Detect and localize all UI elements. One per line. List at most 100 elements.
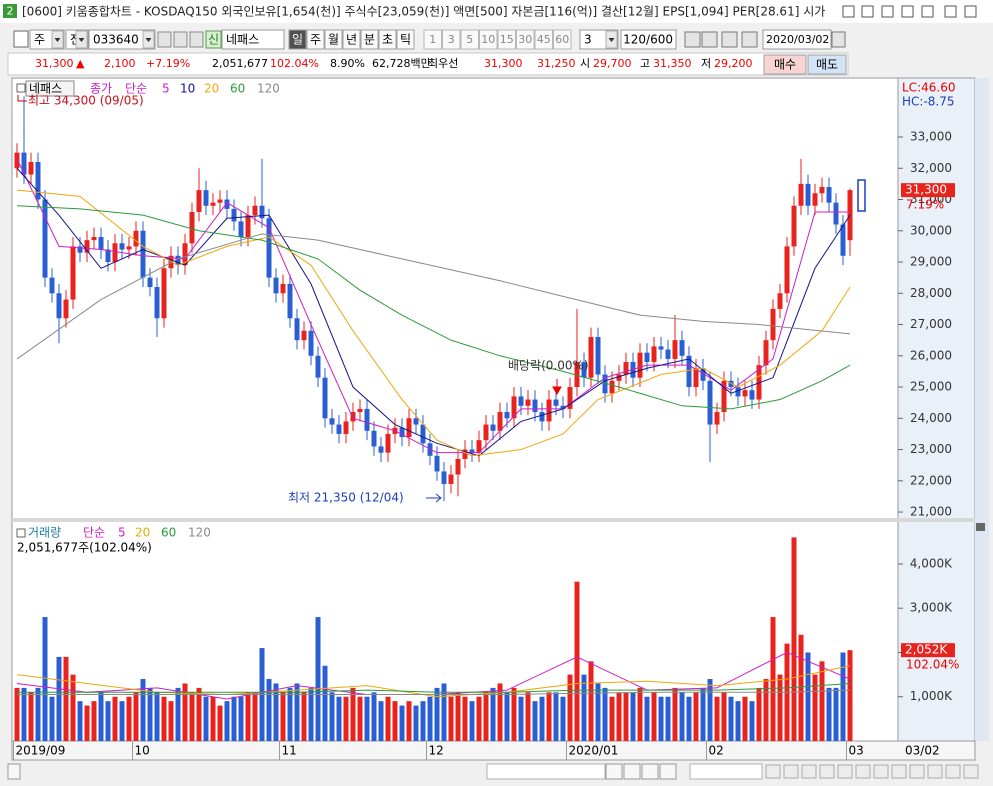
candle-body (595, 337, 601, 375)
interval-label[interactable]: 1 (429, 33, 436, 46)
quote-item: 시 (580, 57, 590, 70)
toolbar-icon[interactable] (721, 31, 738, 48)
interval-label[interactable]: 45 (537, 33, 551, 46)
period-button[interactable] (288, 29, 307, 50)
tool-button[interactable] (963, 764, 979, 779)
volume-bar (315, 617, 321, 741)
scroll-button[interactable] (659, 763, 677, 780)
tool-button[interactable] (783, 764, 799, 779)
period-button[interactable] (342, 29, 361, 50)
period-button[interactable] (360, 29, 379, 50)
new-badge (205, 30, 222, 49)
volume-bar (399, 705, 405, 741)
date-box[interactable] (762, 29, 832, 50)
y-tick-label: 26,000 (910, 348, 952, 362)
tool-button[interactable] (909, 764, 925, 779)
interval-label[interactable]: 10 (481, 33, 495, 46)
volume-bar (679, 692, 685, 741)
period-button[interactable] (306, 29, 325, 50)
scroll-track[interactable] (486, 763, 606, 780)
toolbar-icon[interactable] (189, 31, 204, 48)
trade-button-label[interactable]: 매수 (774, 58, 796, 72)
interval-button[interactable] (460, 29, 479, 50)
interval-button[interactable] (442, 29, 461, 50)
trade-button[interactable] (763, 54, 807, 75)
quote-item: 2,051,677 (212, 57, 268, 70)
period-button[interactable] (324, 29, 343, 50)
scroll-button[interactable] (605, 763, 623, 780)
volume-ratio-label: 102.04% (906, 658, 959, 672)
tool-button[interactable] (765, 764, 781, 779)
candle-body (294, 318, 300, 341)
period-button[interactable] (378, 29, 397, 50)
candle-body (553, 399, 559, 406)
quote-item: 최우선 (428, 57, 458, 70)
toolbar-icon[interactable] (157, 31, 172, 48)
candle-body (70, 246, 76, 300)
candle-body (308, 330, 314, 356)
zoom-slider[interactable] (689, 763, 763, 780)
interval-button[interactable] (497, 29, 516, 50)
interval-label[interactable]: 5 (466, 33, 473, 46)
window-button[interactable] (842, 5, 855, 18)
candle-body (371, 430, 377, 447)
quote-item: 29,700 (593, 57, 632, 70)
toolbar-icon[interactable] (701, 31, 718, 48)
window-button[interactable] (901, 5, 914, 18)
period-button[interactable] (396, 29, 415, 50)
window-button[interactable] (861, 5, 874, 18)
toolbar-icon[interactable] (13, 30, 29, 48)
interval-button[interactable] (423, 29, 442, 50)
interval-button[interactable] (534, 29, 553, 50)
code-input[interactable] (88, 29, 156, 50)
new-badge-text: 신 (208, 33, 219, 47)
period-label[interactable]: 월 (328, 33, 339, 47)
tool-button[interactable] (837, 764, 853, 779)
candle-body (175, 255, 181, 266)
trade-button-label[interactable]: 매도 (816, 58, 838, 72)
interval-button[interactable] (553, 29, 572, 50)
y-tick-label: 25,000 (910, 380, 952, 394)
toolbar-icon[interactable] (173, 31, 188, 48)
tool-button[interactable] (891, 764, 907, 779)
toolbar-icon[interactable] (741, 31, 758, 48)
window-button[interactable] (921, 5, 934, 18)
window-button[interactable] (964, 5, 977, 18)
quote-item: 29,200 (714, 57, 753, 70)
interval-label[interactable]: 3 (448, 33, 455, 46)
interval-label[interactable]: 30 (518, 33, 532, 46)
quote-item: 62,728백만 (372, 57, 431, 70)
y-tick-label: 29,000 (910, 255, 952, 269)
interval-label[interactable]: 60 (555, 33, 569, 46)
tool-button[interactable] (927, 764, 943, 779)
tool-button[interactable] (801, 764, 817, 779)
trade-button[interactable] (807, 54, 847, 75)
candle-body (189, 212, 195, 244)
period-label[interactable]: 틱 (400, 33, 411, 47)
scroll-button[interactable] (623, 763, 641, 780)
y-tick-label: 1,000K (910, 689, 953, 703)
scroll-left[interactable] (7, 763, 21, 780)
interval-button[interactable] (479, 29, 498, 50)
last-volume-label: 2,052K (905, 643, 948, 657)
volume-bar (497, 683, 503, 741)
interval-button[interactable] (516, 29, 535, 50)
tool-button[interactable] (819, 764, 835, 779)
candle-body (819, 187, 825, 194)
interval-label[interactable]: 15 (500, 33, 514, 46)
scroll-button[interactable] (641, 763, 659, 780)
period-label[interactable]: 주 (310, 33, 321, 47)
window-button[interactable] (881, 5, 894, 18)
period-label[interactable]: 분 (364, 33, 375, 47)
period-label[interactable]: 초 (382, 33, 393, 47)
tool-button[interactable] (945, 764, 961, 779)
tool-button[interactable] (855, 764, 871, 779)
volume-bar (644, 696, 650, 741)
window-button[interactable] (944, 5, 957, 18)
calendar-icon[interactable] (831, 31, 846, 48)
candle-body (504, 412, 510, 419)
period-label[interactable]: 년 (346, 33, 357, 47)
tool-button[interactable] (873, 764, 889, 779)
toolbar-icon[interactable] (684, 31, 701, 48)
period-label[interactable]: 일 (292, 33, 303, 47)
